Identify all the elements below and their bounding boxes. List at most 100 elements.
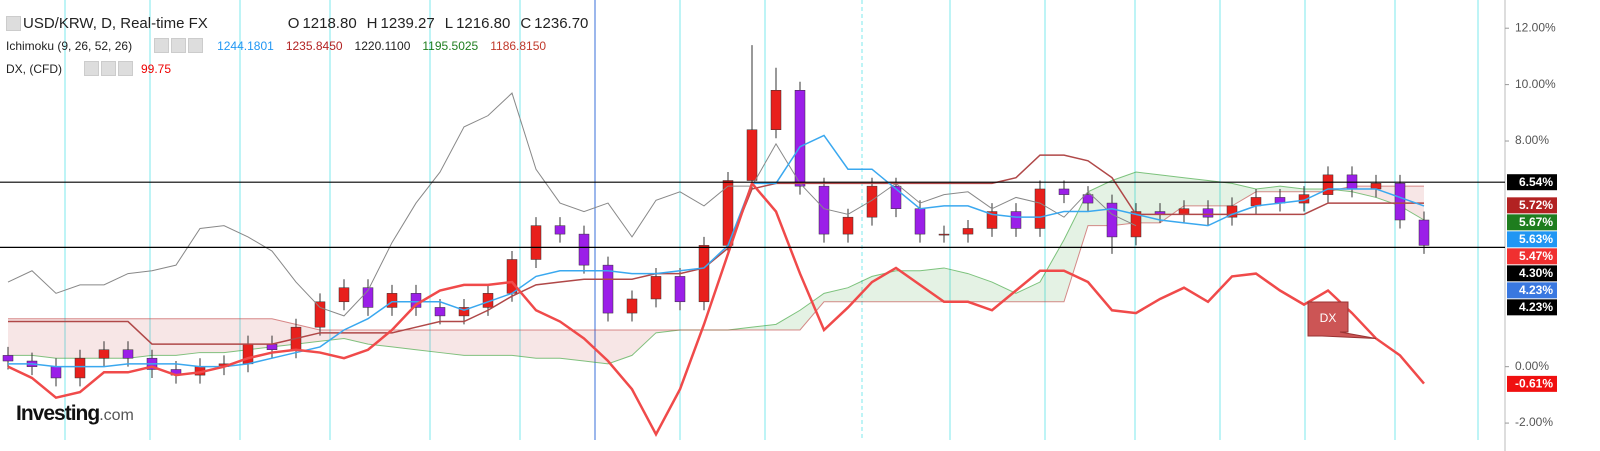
indicator-value: 1186.8150 [490,38,547,53]
price-label: 5.72% [1519,198,1553,212]
settings-icon[interactable] [101,61,116,76]
candle-body [626,298,638,314]
cloud-segment [848,276,872,302]
price-label: 5.63% [1519,232,1553,246]
eye-icon[interactable] [84,61,99,76]
close-icon[interactable] [118,61,133,76]
cloud-segment [1160,174,1184,223]
dx-legend: DX, (CFD) 99.75 [6,57,588,80]
cloud-segment [632,330,656,356]
candle-body [530,225,542,260]
cloud-segment [152,318,176,356]
indicator-value: 1220.1100 [354,38,411,53]
ohlc-value: 1236.70 [534,14,589,32]
y-tick-label: -2.00% [1515,415,1553,429]
candle-body [842,216,854,235]
price-label-box [1507,174,1557,191]
indicator-name: DX, (CFD) [6,61,62,76]
cloud-segment [32,318,56,359]
price-label-box [1507,231,1557,248]
y-tick-label: 12.00% [1515,20,1556,34]
candle-body [1178,208,1190,215]
candle-body [458,307,470,317]
cloud-segment [128,318,152,359]
candle-body [1010,211,1022,229]
y-tick-label: 8.00% [1515,133,1549,147]
candle-body [674,276,686,303]
candle-body [314,301,326,328]
cloud-segment [1256,186,1280,192]
candle-body [1202,208,1214,218]
indicator-value: 1195.5025 [422,38,479,53]
candle-body [2,355,14,362]
cloud-segment [56,318,80,359]
price-label-box [1507,214,1557,231]
candle-body [122,349,134,359]
price-label: 6.54% [1519,175,1553,189]
indicator-line [7,180,1425,438]
candle-body [98,349,110,359]
cloud-segment [560,330,584,362]
candle-body [914,208,926,235]
cloud-segment [944,267,968,302]
indicator-line [8,134,1425,368]
cloud-segment [1232,183,1256,206]
cloud-segment [176,318,200,356]
price-label: 4.23% [1519,300,1553,314]
legend: USD/KRW, D, Real-time FX O 1218.80 H 1239.27… [6,12,588,80]
cloud-segment [1136,172,1160,223]
cloud-segment [512,330,536,359]
cloud-segment [824,287,848,302]
price-label: -0.61% [1515,377,1553,391]
candle-body [50,366,62,379]
cloud-segment [1280,186,1304,192]
collapse-icon[interactable] [6,15,21,31]
candle-body [74,357,86,379]
cloud-segment [464,330,488,356]
cloud-segment [968,273,992,302]
price-label-box [1507,375,1557,392]
price-label: 4.23% [1519,283,1553,297]
candle-body [962,228,974,235]
indicator-name: Ichimoku (9, 26, 52, 26) [6,38,133,53]
indicator-value: 99.75 [141,61,172,76]
candle-body [578,233,590,266]
cloud-segment [1184,177,1208,206]
cloud-segment [536,330,560,359]
candle-body [1226,205,1238,218]
indicator-values: 1244.1801 1235.8450 1220.1100 1195.5025 1186… [205,39,546,53]
candle-body [434,307,446,317]
price-label: 5.47% [1519,249,1553,263]
candle-body [1130,211,1142,238]
settings-icon[interactable] [171,38,187,53]
price-label-box [1507,248,1557,265]
candle-body [650,276,662,300]
annotation-bubble [1307,301,1377,339]
close-icon[interactable] [188,38,204,53]
y-tick-label: 0.00% [1515,359,1549,373]
cloud-segment [440,330,464,356]
candle-body [362,287,374,308]
price-label-box [1507,282,1557,299]
price-label-box [1507,299,1557,316]
candle-body [746,129,758,181]
eye-icon[interactable] [154,38,170,53]
ohlc: O 1218.80 H 1239.27 L 1216.80 C 1236.70 [278,15,589,32]
ohlc-key: C [520,14,532,32]
candle-body [1250,197,1262,207]
price-label-box [1507,265,1557,282]
candle-body [554,225,566,235]
candle-body [1394,183,1406,221]
cloud-segment [200,318,224,353]
candle-body [938,233,950,236]
cloud-segment [392,330,416,350]
candle-body [386,293,398,308]
main-legend: USD/KRW, D, Real-time FX O 1218.80 H 1239.27… [6,12,588,34]
candle-body [1106,202,1118,238]
ohlc-value: 1239.27 [380,14,435,32]
indicator-value: 1244.1801 [217,38,274,53]
cloud-segment [80,318,104,359]
ichimoku-legend: Ichimoku (9, 26, 52, 26) 1244.1801 1235.84… [6,34,588,57]
indicator-value: 1235.8450 [285,38,343,53]
symbol-title: USD/KRW, D, Real-time FX [23,14,208,32]
